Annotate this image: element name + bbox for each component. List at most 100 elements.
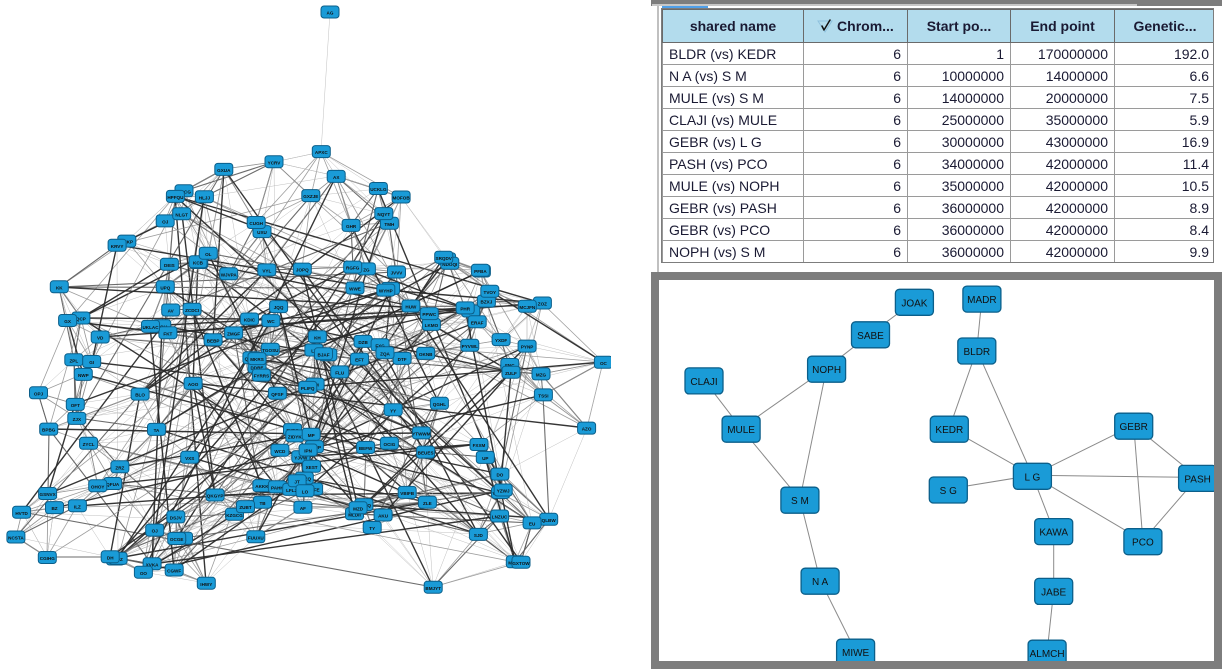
svg-text:JOPQ: JOPQ xyxy=(296,268,309,273)
svg-text:UXU: UXU xyxy=(257,230,267,235)
svg-text:UPQ: UPQ xyxy=(160,285,170,290)
svg-text:OHOY: OHOY xyxy=(91,484,105,489)
svg-text:OJ: OJ xyxy=(152,529,159,534)
svg-text:MADR: MADR xyxy=(967,295,996,306)
svg-text:AF: AF xyxy=(300,506,306,511)
svg-text:FYRRS: FYRRS xyxy=(254,374,270,379)
svg-text:AKU: AKU xyxy=(378,514,389,519)
svg-text:ZLE: ZLE xyxy=(423,501,432,506)
svg-text:QFUA: QFUA xyxy=(106,482,120,487)
svg-text:ZG: ZG xyxy=(363,268,370,273)
svg-text:TA: TA xyxy=(154,428,160,433)
svg-text:ERAF: ERAF xyxy=(471,320,484,325)
svg-text:DEIS: DEIS xyxy=(164,263,175,268)
svg-text:IHWY: IHWY xyxy=(200,582,212,587)
svg-text:MKRS: MKRS xyxy=(250,357,264,362)
svg-text:XEST: XEST xyxy=(306,465,318,470)
svg-text:KH: KH xyxy=(314,335,321,340)
svg-text:LNZUC: LNZUC xyxy=(492,515,508,520)
svg-text:NLGT: NLGT xyxy=(175,212,188,217)
svg-text:PHR: PHR xyxy=(460,307,470,312)
svg-text:GSNVX: GSNVX xyxy=(40,492,57,497)
svg-text:AZO: AZO xyxy=(582,427,592,432)
svg-text:OPJ: OPJ xyxy=(34,391,44,396)
svg-text:CLAJI: CLAJI xyxy=(690,377,717,388)
svg-text:PYVWL: PYVWL xyxy=(462,344,479,349)
svg-text:YY: YY xyxy=(390,408,396,413)
svg-text:WYHP: WYHP xyxy=(379,289,393,294)
svg-text:MIWE: MIWE xyxy=(842,648,870,659)
svg-text:YCRV: YCRV xyxy=(268,160,282,165)
svg-text:PFBA: PFBA xyxy=(474,269,487,274)
svg-text:QFSF: QFSF xyxy=(271,392,283,397)
svg-text:BZXJ: BZXJ xyxy=(481,300,493,305)
svg-text:YZWJ: YZWJ xyxy=(497,489,510,494)
svg-text:MZD: MZD xyxy=(353,506,364,511)
svg-text:YXDF: YXDF xyxy=(495,338,507,343)
svg-text:GEBR: GEBR xyxy=(1120,422,1148,433)
svg-text:QKGYP: QKGYP xyxy=(207,494,224,499)
svg-text:SJD: SJD xyxy=(474,533,484,538)
svg-text:GI: GI xyxy=(89,360,94,365)
svg-text:OCIG: OCIG xyxy=(384,442,396,447)
svg-text:NCSTA: NCSTA xyxy=(8,536,24,541)
svg-text:OJ: OJ xyxy=(162,220,169,225)
svg-text:PPWC: PPWC xyxy=(422,312,436,317)
svg-text:LO: LO xyxy=(302,489,309,494)
svg-text:ILZ: ILZ xyxy=(74,504,81,509)
svg-text:BPBG: BPBG xyxy=(42,428,56,433)
svg-text:HUW: HUW xyxy=(405,305,417,310)
svg-text:EFT: EFT xyxy=(355,358,364,363)
svg-text:JT: JT xyxy=(294,479,300,484)
svg-text:AG: AG xyxy=(327,11,334,16)
svg-text:GXTOW: GXTOW xyxy=(512,561,530,566)
svg-text:GXZJE: GXZJE xyxy=(303,194,318,199)
svg-text:UKLAC: UKLAC xyxy=(142,325,159,330)
svg-text:L G: L G xyxy=(1025,472,1041,483)
svg-text:MCJFN: MCJFN xyxy=(519,305,536,310)
svg-text:OO: OO xyxy=(140,571,148,576)
svg-text:N A: N A xyxy=(812,577,828,588)
svg-text:VBIFB: VBIFB xyxy=(400,491,414,496)
svg-text:AKKK: AKKK xyxy=(255,484,269,489)
svg-text:DH: DH xyxy=(107,555,114,560)
svg-text:GXUA: GXUA xyxy=(217,168,231,173)
svg-text:OCGE: OCGE xyxy=(170,537,184,542)
svg-text:NOPH: NOPH xyxy=(812,365,841,376)
svg-text:BMJYT: BMJYT xyxy=(425,586,441,591)
svg-text:S G: S G xyxy=(940,486,957,497)
svg-text:FKT: FKT xyxy=(163,331,172,336)
svg-text:HVTD: HVTD xyxy=(15,511,28,516)
svg-text:FLU: FLU xyxy=(335,371,345,376)
svg-text:ZOZ: ZOZ xyxy=(538,302,547,307)
svg-text:PLIFQ: PLIFQ xyxy=(301,386,315,391)
svg-text:QGHL: QGHL xyxy=(433,402,446,407)
svg-text:DZB: DZB xyxy=(358,340,368,345)
svg-text:TB: TB xyxy=(259,501,266,506)
svg-text:KDIC: KDIC xyxy=(244,318,256,323)
svg-text:ZULF: ZULF xyxy=(505,371,517,376)
svg-text:PASH: PASH xyxy=(1184,474,1211,485)
svg-text:CGWF: CGWF xyxy=(167,569,181,574)
svg-text:CGIHG: CGIHG xyxy=(40,556,55,561)
svg-text:BLO: BLO xyxy=(135,393,145,398)
svg-text:KCB: KCB xyxy=(193,260,204,265)
svg-text:MZG: MZG xyxy=(536,373,547,378)
svg-text:JOAK: JOAK xyxy=(901,298,927,309)
svg-text:ZPL: ZPL xyxy=(69,358,78,363)
svg-text:VXS: VXS xyxy=(185,456,194,461)
svg-text:OC: OC xyxy=(600,361,608,366)
svg-text:UCKLG: UCKLG xyxy=(370,187,387,192)
svg-text:BEBP: BEBP xyxy=(207,338,220,343)
svg-text:BJAF: BJAF xyxy=(318,352,330,357)
svg-text:YTWWM: YTWWM xyxy=(412,432,431,437)
svg-text:VYL: VYL xyxy=(262,269,271,274)
svg-text:ZIDYK: ZIDYK xyxy=(288,435,302,440)
svg-text:BZ: BZ xyxy=(51,506,57,511)
svg-text:KZGCG: KZGCG xyxy=(226,513,243,518)
svg-text:OL: OL xyxy=(205,252,212,257)
svg-text:WWE: WWE xyxy=(349,287,361,292)
svg-text:BEFW: BEFW xyxy=(359,446,373,451)
svg-text:AX: AX xyxy=(333,175,340,180)
svg-text:EU: EU xyxy=(529,522,536,527)
